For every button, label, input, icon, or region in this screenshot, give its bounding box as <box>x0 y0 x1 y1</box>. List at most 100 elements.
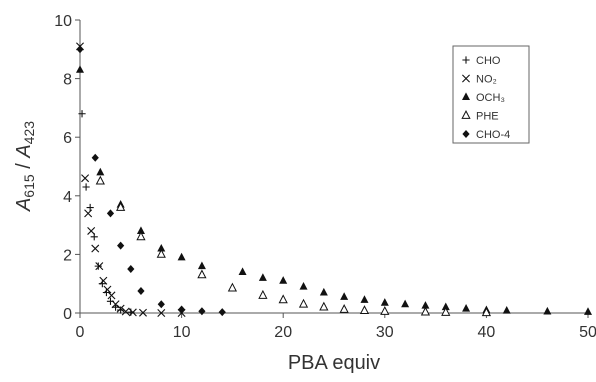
legend-marker <box>462 56 470 64</box>
series-4 <box>76 45 226 317</box>
legend-label: OCH₃ <box>476 92 505 104</box>
x-tick-label: 40 <box>478 324 496 341</box>
data-point <box>319 301 329 311</box>
data-point <box>380 298 389 306</box>
data-point <box>278 294 288 304</box>
data-point <box>360 295 369 303</box>
y-axis-title-a1: A <box>13 198 35 212</box>
data-point <box>258 273 267 281</box>
x-tick-label: 50 <box>579 324 596 341</box>
data-point <box>107 291 116 300</box>
data-point <box>78 110 86 118</box>
data-point <box>157 300 165 309</box>
data-point <box>95 175 105 185</box>
legend-item: CHO <box>462 55 501 67</box>
data-point <box>227 282 238 292</box>
legend-marker <box>462 92 470 100</box>
y-tick-label: 8 <box>63 72 72 89</box>
y-tick-label: 10 <box>54 13 72 30</box>
data-point <box>103 285 112 294</box>
legend: CHO NO₂ OCH₃ PHE CHO-4 <box>452 45 530 144</box>
data-point <box>543 306 552 315</box>
data-point <box>127 265 135 274</box>
data-point <box>156 248 166 258</box>
data-point <box>91 153 99 162</box>
data-point <box>238 267 247 275</box>
data-point <box>76 45 84 54</box>
y-ticks: 0 2 4 6 8 10 <box>54 13 80 323</box>
x-tick-label: 10 <box>173 324 191 341</box>
data-point <box>81 174 90 183</box>
data-point <box>99 276 108 285</box>
data-point <box>299 282 308 290</box>
data-point <box>94 262 102 270</box>
legend-marker <box>461 110 471 119</box>
legend-label: PHE <box>476 111 499 123</box>
x-axis-title: PBA equiv <box>288 352 380 374</box>
legend-item: PHE <box>461 110 499 123</box>
data-point <box>95 262 104 271</box>
legend-item: NO₂ <box>462 74 497 86</box>
data-point <box>128 308 137 317</box>
data-point <box>177 252 186 261</box>
data-point <box>116 304 125 313</box>
legend-marker <box>462 74 470 83</box>
data-point <box>481 307 492 317</box>
data-point <box>117 306 125 314</box>
data-point <box>84 209 93 218</box>
data-point <box>121 307 130 316</box>
data-point <box>157 309 166 317</box>
x-tick-label: 0 <box>76 324 85 341</box>
data-point <box>401 299 410 308</box>
data-point <box>319 287 328 296</box>
legend-item: OCH₃ <box>462 92 505 104</box>
data-point <box>421 301 430 309</box>
data-point <box>137 287 145 296</box>
legend-label: NO₂ <box>476 74 497 86</box>
data-point <box>96 167 105 176</box>
y-axis-title-sep: / <box>13 158 35 175</box>
data-point <box>157 243 166 252</box>
y-tick-label: 6 <box>63 130 72 147</box>
legend-marker <box>462 130 470 138</box>
y-axis-title-sub1: 615 <box>21 174 37 198</box>
data-point <box>136 231 146 241</box>
data-point <box>380 306 390 315</box>
data-point <box>197 269 207 279</box>
data-point <box>339 304 349 313</box>
y-tick-label: 4 <box>63 189 72 206</box>
x-ticks: 0 10 20 30 40 50 <box>76 313 596 341</box>
data-point <box>198 307 206 316</box>
data-point <box>298 298 309 308</box>
data-point <box>76 65 84 73</box>
data-point <box>258 289 268 299</box>
data-point <box>87 226 96 235</box>
data-point <box>116 202 126 211</box>
y-axis-title-sub2: 423 <box>21 121 37 145</box>
legend-label: CHO <box>476 55 501 67</box>
data-point <box>117 241 125 250</box>
data-point <box>178 305 186 314</box>
data-point <box>420 306 431 316</box>
data-point <box>502 306 511 314</box>
data-point <box>462 304 471 312</box>
y-axis-title: A615 / A423 <box>13 121 37 212</box>
data-point <box>91 244 100 253</box>
legend-item: CHO-4 <box>462 129 510 141</box>
data-point <box>197 261 206 270</box>
data-point <box>441 306 451 316</box>
data-point <box>82 183 90 191</box>
y-tick-label: 0 <box>63 306 72 323</box>
data-point <box>584 307 592 315</box>
x-tick-label: 20 <box>274 324 292 341</box>
data-point <box>86 203 94 212</box>
data-points <box>76 42 592 317</box>
legend-label: CHO-4 <box>476 129 510 141</box>
data-point <box>218 308 226 317</box>
series-0 <box>78 110 135 316</box>
series-3 <box>95 175 492 317</box>
data-point <box>340 292 349 300</box>
y-axis-title-a2: A <box>13 144 35 158</box>
data-point <box>106 209 115 218</box>
